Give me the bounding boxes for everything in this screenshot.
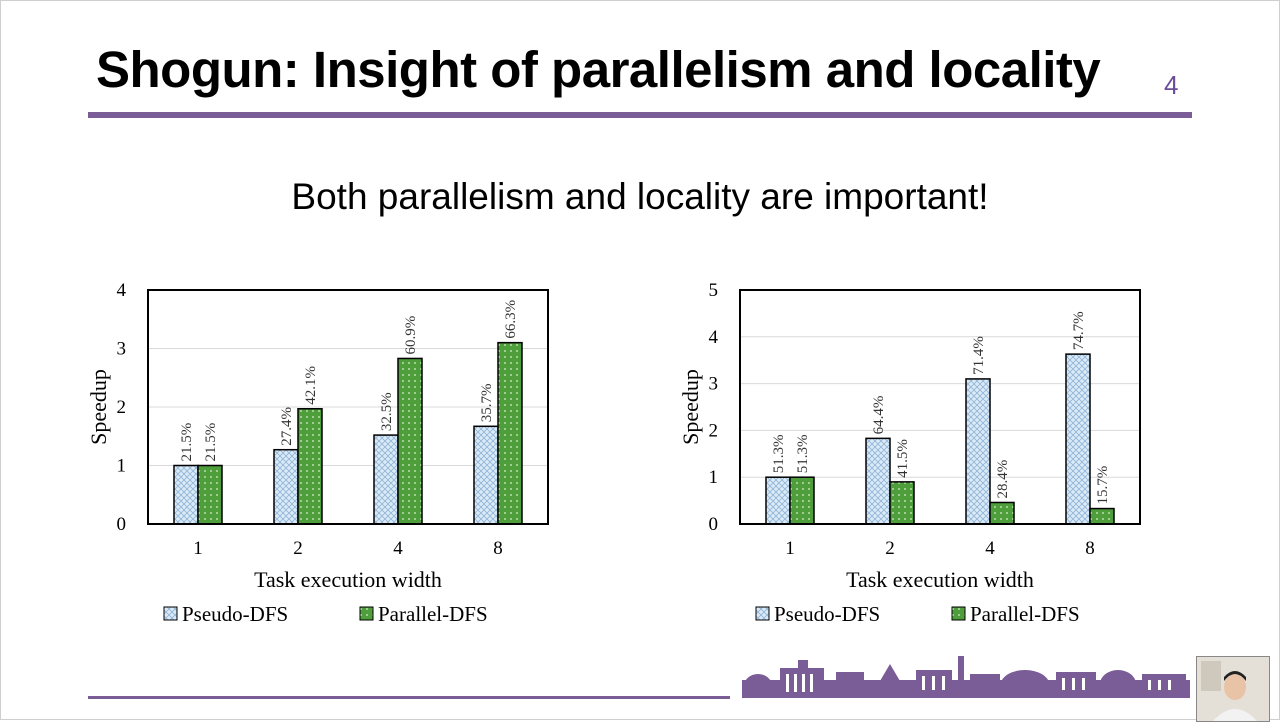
y-tick-label: 4 bbox=[117, 280, 127, 301]
y-tick-label: 0 bbox=[709, 514, 719, 535]
y-tick-label: 4 bbox=[709, 327, 719, 348]
legend-label: Parallel-DFS bbox=[378, 602, 488, 626]
bar-data-label: 21.5% bbox=[203, 423, 219, 462]
bar-pseudo-dfs-1 bbox=[765, 476, 791, 525]
bar-data-label: 27.4% bbox=[279, 407, 295, 446]
bar-parallel-dfs-8 bbox=[497, 341, 523, 525]
plot-frame bbox=[147, 289, 549, 525]
legend-label: Parallel-DFS bbox=[970, 602, 1080, 626]
y-tick-label: 3 bbox=[117, 339, 127, 360]
title-underline bbox=[88, 112, 1192, 118]
bar-data-label: 28.4% bbox=[995, 460, 1011, 499]
bar-parallel-dfs-2 bbox=[297, 408, 323, 525]
bar-data-label: 66.3% bbox=[503, 300, 519, 339]
x-tick-label: 2 bbox=[293, 538, 303, 559]
page-number: 4 bbox=[1164, 70, 1179, 100]
bar-pseudo-dfs-1 bbox=[173, 464, 199, 525]
x-tick-label: 4 bbox=[985, 538, 995, 559]
chart-right: 0 1 2 3 4 5 51.3% 51.3% 1 64.4% 41.5% 2 71.4% 28.4% 4 7… bbox=[678, 280, 1141, 626]
y-tick-label: 0 bbox=[117, 514, 127, 535]
campus-skyline-logo bbox=[742, 656, 1190, 698]
bar-data-label: 60.9% bbox=[403, 316, 419, 355]
legend-label: Pseudo-DFS bbox=[182, 602, 288, 626]
x-tick-label: 1 bbox=[785, 538, 795, 559]
bar-data-label: 41.5% bbox=[895, 439, 911, 478]
x-axis-label: Task execution width bbox=[846, 567, 1034, 592]
y-tick-label: 1 bbox=[117, 456, 127, 477]
footer-rule bbox=[88, 696, 730, 699]
y-axis-label: Speedup bbox=[678, 369, 703, 445]
bar-data-label: 21.5% bbox=[179, 423, 195, 462]
bar-data-label: 51.3% bbox=[771, 434, 787, 473]
bar-pseudo-dfs-4 bbox=[373, 434, 399, 525]
bar-pseudo-dfs-2 bbox=[273, 448, 299, 525]
bar-parallel-dfs-4 bbox=[989, 501, 1015, 525]
bar-parallel-dfs-2 bbox=[889, 481, 915, 525]
bar-pseudo-dfs-2 bbox=[865, 437, 891, 525]
bar-data-label: 71.4% bbox=[971, 336, 987, 375]
presenter-webcam bbox=[1196, 656, 1270, 722]
legend-swatch bbox=[163, 606, 178, 621]
plot-frame bbox=[739, 289, 1141, 525]
presenter-avatar bbox=[1197, 657, 1269, 721]
bar-data-label: 15.7% bbox=[1095, 466, 1111, 505]
bar-data-label: 74.7% bbox=[1071, 311, 1087, 350]
y-tick-label: 2 bbox=[709, 420, 719, 441]
slide-title: Shogun: Insight of parallelism and local… bbox=[96, 41, 1101, 98]
bar-data-label: 35.7% bbox=[479, 384, 495, 423]
slide-subtitle: Both parallelism and locality are import… bbox=[291, 176, 989, 217]
y-axis-label: Speedup bbox=[86, 369, 111, 445]
x-tick-label: 8 bbox=[1085, 538, 1095, 559]
bar-parallel-dfs-1 bbox=[197, 464, 223, 525]
bar-parallel-dfs-1 bbox=[789, 476, 815, 525]
x-axis-label: Task execution width bbox=[254, 567, 442, 592]
y-tick-label: 2 bbox=[117, 397, 127, 418]
bar-parallel-dfs-4 bbox=[397, 357, 423, 525]
x-tick-label: 2 bbox=[885, 538, 895, 559]
legend-swatch bbox=[359, 606, 374, 621]
bar-data-label: 42.1% bbox=[303, 366, 319, 405]
bar-pseudo-dfs-8 bbox=[473, 425, 499, 525]
legend-label: Pseudo-DFS bbox=[774, 602, 880, 626]
bar-data-label: 51.3% bbox=[795, 434, 811, 473]
x-tick-label: 1 bbox=[193, 538, 203, 559]
y-tick-label: 3 bbox=[709, 374, 719, 395]
chart-left: 0 1 2 3 4 21.5% 21.5% 1 27.4% 42.1% 2 32.5% 60.9% 4 35… bbox=[86, 280, 549, 626]
bar-pseudo-dfs-4 bbox=[965, 378, 991, 525]
x-tick-label: 8 bbox=[493, 538, 503, 559]
bar-parallel-dfs-8 bbox=[1089, 507, 1115, 525]
x-tick-label: 4 bbox=[393, 538, 403, 559]
legend-swatch bbox=[951, 606, 966, 621]
bar-data-label: 64.4% bbox=[871, 396, 887, 435]
legend-swatch bbox=[755, 606, 770, 621]
y-tick-label: 1 bbox=[709, 467, 719, 488]
bar-pseudo-dfs-8 bbox=[1065, 353, 1091, 525]
y-tick-label: 5 bbox=[709, 280, 719, 301]
bar-data-label: 32.5% bbox=[379, 392, 395, 431]
